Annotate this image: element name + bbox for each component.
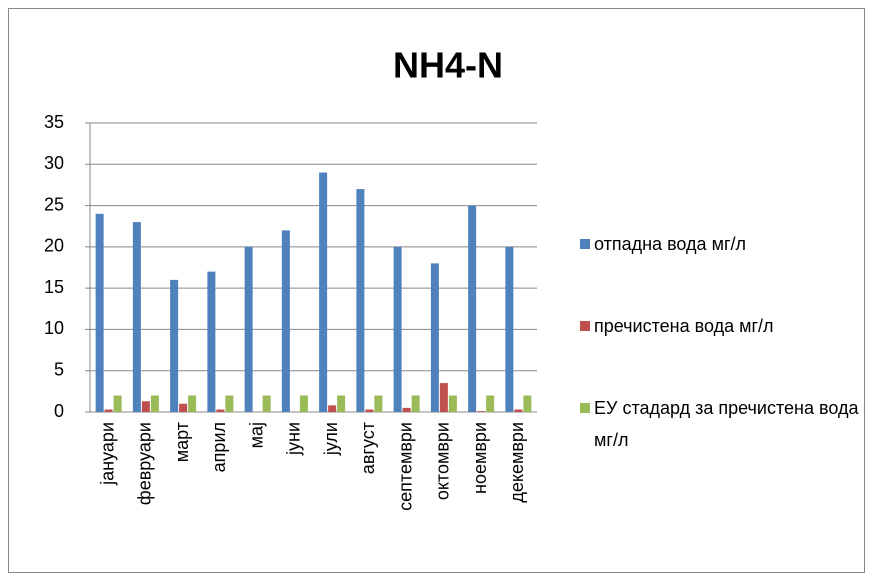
x-tick-label: јуни — [284, 422, 304, 456]
bar — [104, 409, 113, 412]
x-tick-label: јули — [321, 422, 341, 456]
legend-label: пречистена вода мг/л — [594, 316, 774, 336]
bar — [374, 395, 383, 412]
bar — [179, 403, 188, 412]
legend-swatch — [580, 239, 590, 249]
bar — [439, 383, 448, 412]
bar — [337, 395, 346, 412]
bar — [225, 395, 234, 412]
bar — [262, 395, 271, 412]
bar — [141, 401, 150, 412]
bar — [411, 395, 420, 412]
legend-item: отпадна вода мг/л — [580, 228, 865, 260]
bar — [328, 405, 337, 412]
bar — [486, 395, 495, 412]
bar — [299, 395, 308, 412]
bar — [448, 395, 457, 412]
bar — [244, 246, 253, 412]
y-tick-label: 0 — [54, 401, 64, 421]
bar — [430, 263, 439, 412]
bar — [365, 409, 374, 412]
y-tick-label: 10 — [44, 318, 64, 338]
bar — [150, 395, 159, 412]
bar — [402, 407, 411, 412]
bar — [281, 230, 290, 412]
x-tick-label: декември — [507, 422, 527, 503]
legend-label: ЕУ стадард за пречистена вода мг/л — [594, 398, 859, 450]
y-tick-label: 15 — [44, 277, 64, 297]
bar — [132, 222, 141, 412]
bar — [523, 395, 532, 412]
legend-swatch — [580, 403, 590, 413]
y-tick-label: 5 — [54, 359, 64, 379]
x-tick-label: мај — [246, 422, 266, 448]
y-tick-label: 20 — [44, 236, 64, 256]
bar — [207, 271, 216, 412]
bar — [477, 411, 486, 412]
legend-swatch — [580, 321, 590, 331]
bar — [393, 246, 402, 412]
y-tick-label: 30 — [44, 153, 64, 173]
x-tick-label: февруари — [135, 422, 155, 505]
legend-item: пречистена вода мг/л — [580, 310, 865, 342]
bar — [188, 395, 197, 412]
x-tick-label: ноември — [470, 422, 490, 494]
bar — [505, 246, 514, 412]
x-tick-label: јануари — [97, 422, 117, 486]
legend-item: ЕУ стадард за пречистена вода мг/л — [580, 392, 865, 456]
legend-label: отпадна вода мг/л — [594, 234, 747, 254]
bar — [113, 395, 122, 412]
bar — [170, 279, 179, 412]
bar — [468, 205, 477, 412]
x-tick-label: март — [172, 422, 192, 462]
x-tick-label: август — [358, 422, 378, 474]
bar — [216, 409, 225, 412]
chart-title: NH4-N — [393, 45, 503, 86]
bar — [514, 409, 523, 412]
x-tick-label: април — [209, 422, 229, 472]
x-tick-label: септември — [395, 422, 415, 511]
bar — [95, 213, 104, 412]
y-tick-label: 25 — [44, 194, 64, 214]
y-tick-label: 35 — [44, 112, 64, 132]
bar — [319, 172, 328, 412]
x-tick-label: октомври — [433, 422, 453, 500]
bar — [356, 189, 365, 412]
